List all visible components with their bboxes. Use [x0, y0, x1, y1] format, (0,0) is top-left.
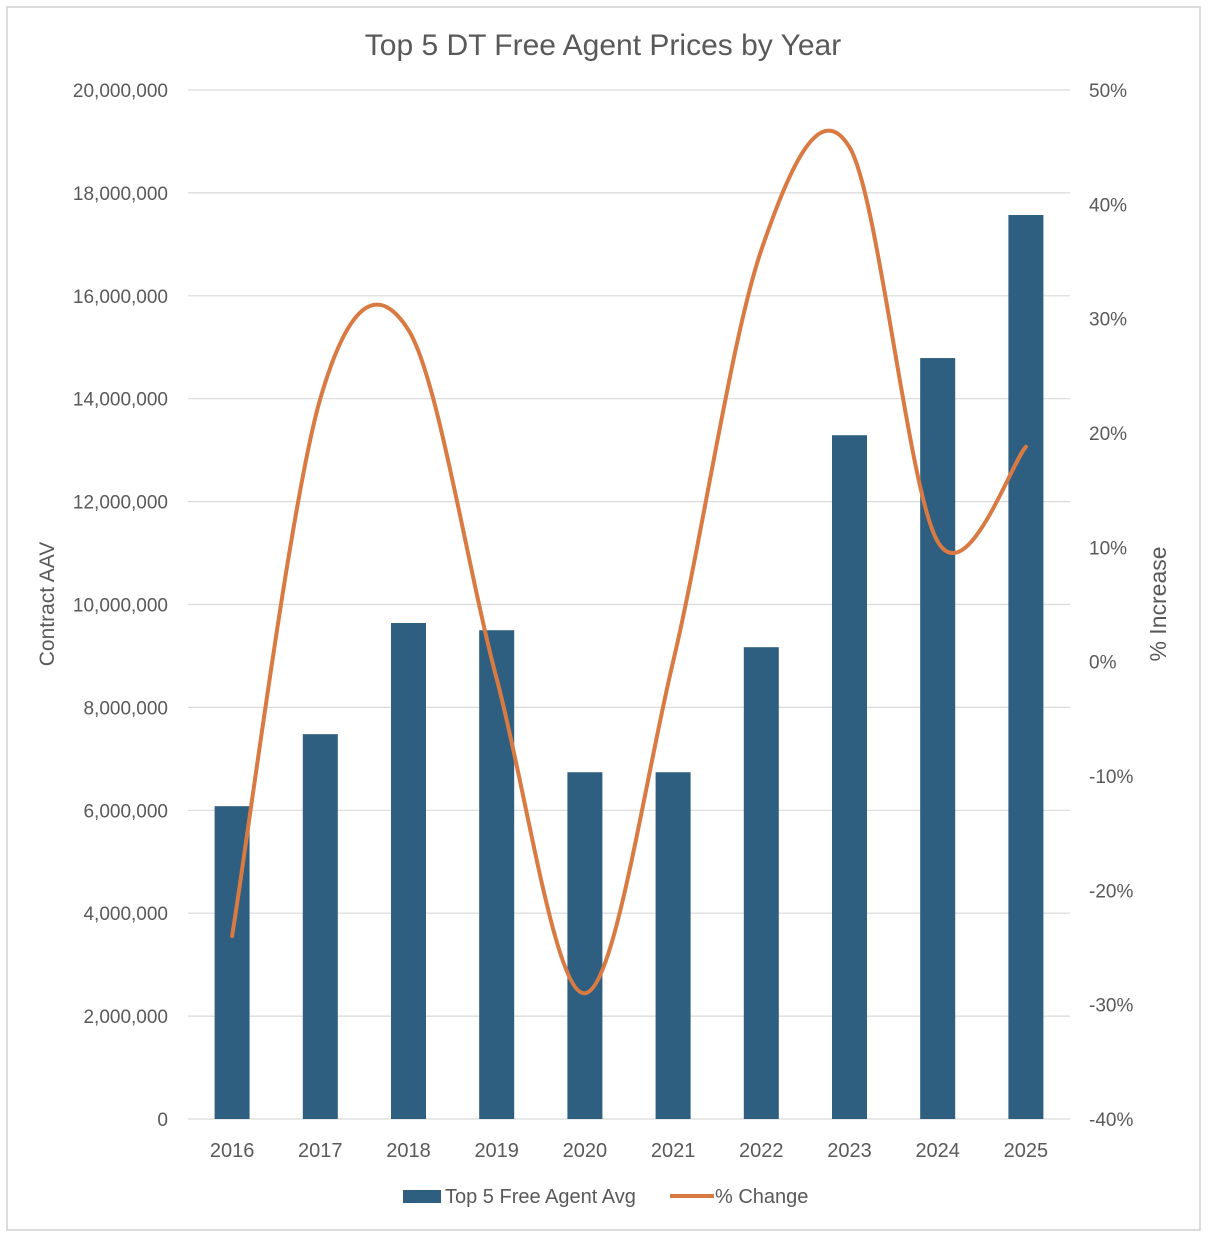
chart-title: Top 5 DT Free Agent Prices by Year	[365, 29, 841, 62]
y-tick-label: 6,000,000	[83, 801, 168, 822]
y2-axis-label: % Increase	[1145, 546, 1171, 661]
x-tick-label: 2018	[386, 1140, 431, 1162]
x-tick-label: 2019	[474, 1140, 519, 1162]
x-tick-label: 2022	[739, 1140, 784, 1162]
y-tick-label: 2,000,000	[83, 1007, 168, 1028]
y2-tick-label: 0%	[1089, 653, 1117, 674]
y2-tick-label: 50%	[1089, 81, 1127, 102]
y2-tick-label: 20%	[1089, 424, 1127, 445]
legend-bar-swatch	[403, 1190, 441, 1203]
y-axis-label: Contract AAV	[36, 542, 59, 667]
x-tick-label: 2020	[563, 1140, 608, 1162]
y2-tick-label: 40%	[1089, 195, 1127, 216]
legend: Top 5 Free Agent Avg % Change	[403, 1186, 808, 1208]
bar	[391, 623, 426, 1119]
y2-tick-label: -40%	[1089, 1110, 1133, 1131]
bar	[832, 435, 867, 1119]
x-tick-label: 2023	[827, 1140, 872, 1162]
bar	[743, 647, 779, 1119]
y-tick-label: 10,000,000	[73, 596, 168, 617]
bar	[479, 630, 515, 1119]
y2-tick-label: -20%	[1089, 881, 1133, 902]
y-tick-label: 0	[157, 1110, 168, 1131]
bar	[655, 772, 691, 1119]
y2-tick-label: -30%	[1089, 996, 1133, 1017]
x-tick-label: 2021	[651, 1140, 696, 1162]
pct-change-line	[230, 128, 1028, 996]
y-tick-label: 14,000,000	[73, 390, 168, 411]
bar	[1008, 215, 1044, 1119]
x-tick-label: 2024	[915, 1140, 960, 1162]
chart-border	[6, 6, 1201, 1231]
y-tick-label: 4,000,000	[83, 904, 168, 925]
y2-tick-label: 10%	[1089, 538, 1127, 559]
y-tick-label: 12,000,000	[73, 493, 168, 514]
x-tick-label: 2025	[1004, 1140, 1049, 1162]
legend-line-label: % Change	[715, 1186, 808, 1208]
y-tick-label: 20,000,000	[73, 81, 168, 102]
x-tick-label: 2016	[210, 1140, 255, 1162]
x-tick-label: 2017	[298, 1140, 343, 1162]
bar	[920, 358, 956, 1119]
bar	[567, 772, 603, 1119]
y-tick-label: 8,000,000	[83, 698, 168, 719]
y2-tick-label: -10%	[1089, 767, 1133, 788]
bar	[302, 734, 338, 1119]
y-tick-label: 18,000,000	[73, 184, 168, 205]
y2-tick-label: 30%	[1089, 310, 1127, 331]
y-tick-label: 16,000,000	[73, 287, 168, 308]
legend-bar-label: Top 5 Free Agent Avg	[445, 1186, 636, 1208]
